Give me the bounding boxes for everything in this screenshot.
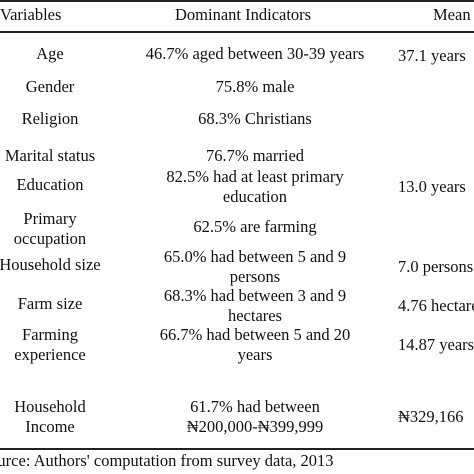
variable-label: Marital status xyxy=(4,146,96,165)
dominant-indicator-text: hectares xyxy=(227,306,283,325)
variable-cell: Education xyxy=(0,175,130,196)
source-note: Source: Authors' computation from survey… xyxy=(0,451,334,470)
dominant-indicator-text: 75.8% male xyxy=(215,77,295,96)
bottom-rule xyxy=(0,448,474,450)
dominant-indicator-text: years xyxy=(237,345,273,364)
variable-cell: Gender xyxy=(0,77,130,98)
variable-cell: Farm size xyxy=(0,294,130,315)
mean-value: 13.0 years xyxy=(398,177,466,196)
variable-cell: Farming experience xyxy=(0,325,130,366)
dominant-indicator-text: 65.0% had between 5 and 9 xyxy=(163,247,347,266)
variable-cell: Household size xyxy=(0,255,130,276)
dominant-indicator-text: 46.7% aged between 30-39 years xyxy=(145,44,365,63)
mean-value: ₦329,166 xyxy=(398,407,464,426)
variable-label: Religion xyxy=(21,109,79,128)
dominant-indicator-text: education xyxy=(222,187,288,206)
variable-cell: Religion xyxy=(0,109,130,130)
variable-cell: Household Income xyxy=(0,397,130,438)
dominant-indicator-text: 68.3% Christians xyxy=(198,109,312,128)
variable-label: Age xyxy=(36,44,64,63)
dominant-indicator-cell: 76.7% married xyxy=(120,146,390,167)
variable-label: occupation xyxy=(13,229,87,248)
mean-cell: 4.76 hectares xyxy=(398,296,474,316)
header-rule xyxy=(0,31,474,33)
mean-value: 7.0 persons xyxy=(398,257,474,276)
variable-label: Household size xyxy=(0,255,101,274)
dominant-indicator-text: ₦200,000-₦399,999 xyxy=(186,417,324,436)
dominant-indicator-text: 66.7% had between 5 and 20 xyxy=(159,325,351,344)
mean-cell: 7.0 persons xyxy=(398,257,474,277)
mean-cell: 13.0 years xyxy=(398,177,474,197)
mean-value: 37.1 years xyxy=(398,46,466,65)
dominant-indicator-text: persons xyxy=(229,267,281,286)
dominant-indicator-cell: 75.8% male xyxy=(120,77,390,98)
variable-label: Household xyxy=(14,397,86,416)
mean-value: 14.87 years xyxy=(398,335,474,354)
variable-label: Education xyxy=(16,175,84,194)
dominant-indicator-text: 76.7% married xyxy=(205,146,305,165)
variable-label: Gender xyxy=(25,77,75,96)
dominant-indicator-text: 61.7% had between xyxy=(190,397,320,416)
dominant-indicator-cell: 68.3% had between 3 and 9 hectares xyxy=(120,286,390,327)
dominant-indicator-cell: 62.5% are farming xyxy=(120,217,390,238)
dominant-indicator-cell: 66.7% had between 5 and 20 years xyxy=(120,325,390,366)
dominant-indicator-cell: 65.0% had between 5 and 9 persons xyxy=(120,247,390,288)
header-mean: Mean xyxy=(433,5,471,24)
dominant-indicator-cell: 68.3% Christians xyxy=(120,109,390,130)
dominant-indicator-text: 62.5% are farming xyxy=(193,217,317,236)
variable-label: experience xyxy=(14,345,86,364)
mean-cell: ₦329,166 xyxy=(398,407,474,427)
header-dominant-indicators: Dominant Indicators xyxy=(175,5,312,24)
variable-label: Farm size xyxy=(17,294,83,313)
variable-cell: Primary occupation xyxy=(0,209,130,250)
variable-cell: Age xyxy=(0,44,130,65)
variable-label: Farming xyxy=(22,325,78,344)
mean-cell: 14.87 years xyxy=(398,335,474,355)
variable-cell: Marital status xyxy=(0,146,130,167)
variable-label: Primary xyxy=(23,209,77,228)
header-variables: Variables xyxy=(0,5,62,24)
dominant-indicator-cell: 82.5% had at least primary education xyxy=(120,167,390,208)
dominant-indicator-text: 68.3% had between 3 and 9 xyxy=(163,286,347,305)
mean-cell: 37.1 years xyxy=(398,46,474,66)
mean-value: 4.76 hectares xyxy=(398,296,474,315)
dominant-indicator-cell: 61.7% had between ₦200,000-₦399,999 xyxy=(120,397,390,438)
variable-label: Income xyxy=(25,417,75,436)
dominant-indicator-text: 82.5% had at least primary xyxy=(166,167,344,186)
dominant-indicator-cell: 46.7% aged between 30-39 years xyxy=(120,44,390,65)
top-rule xyxy=(0,0,474,2)
